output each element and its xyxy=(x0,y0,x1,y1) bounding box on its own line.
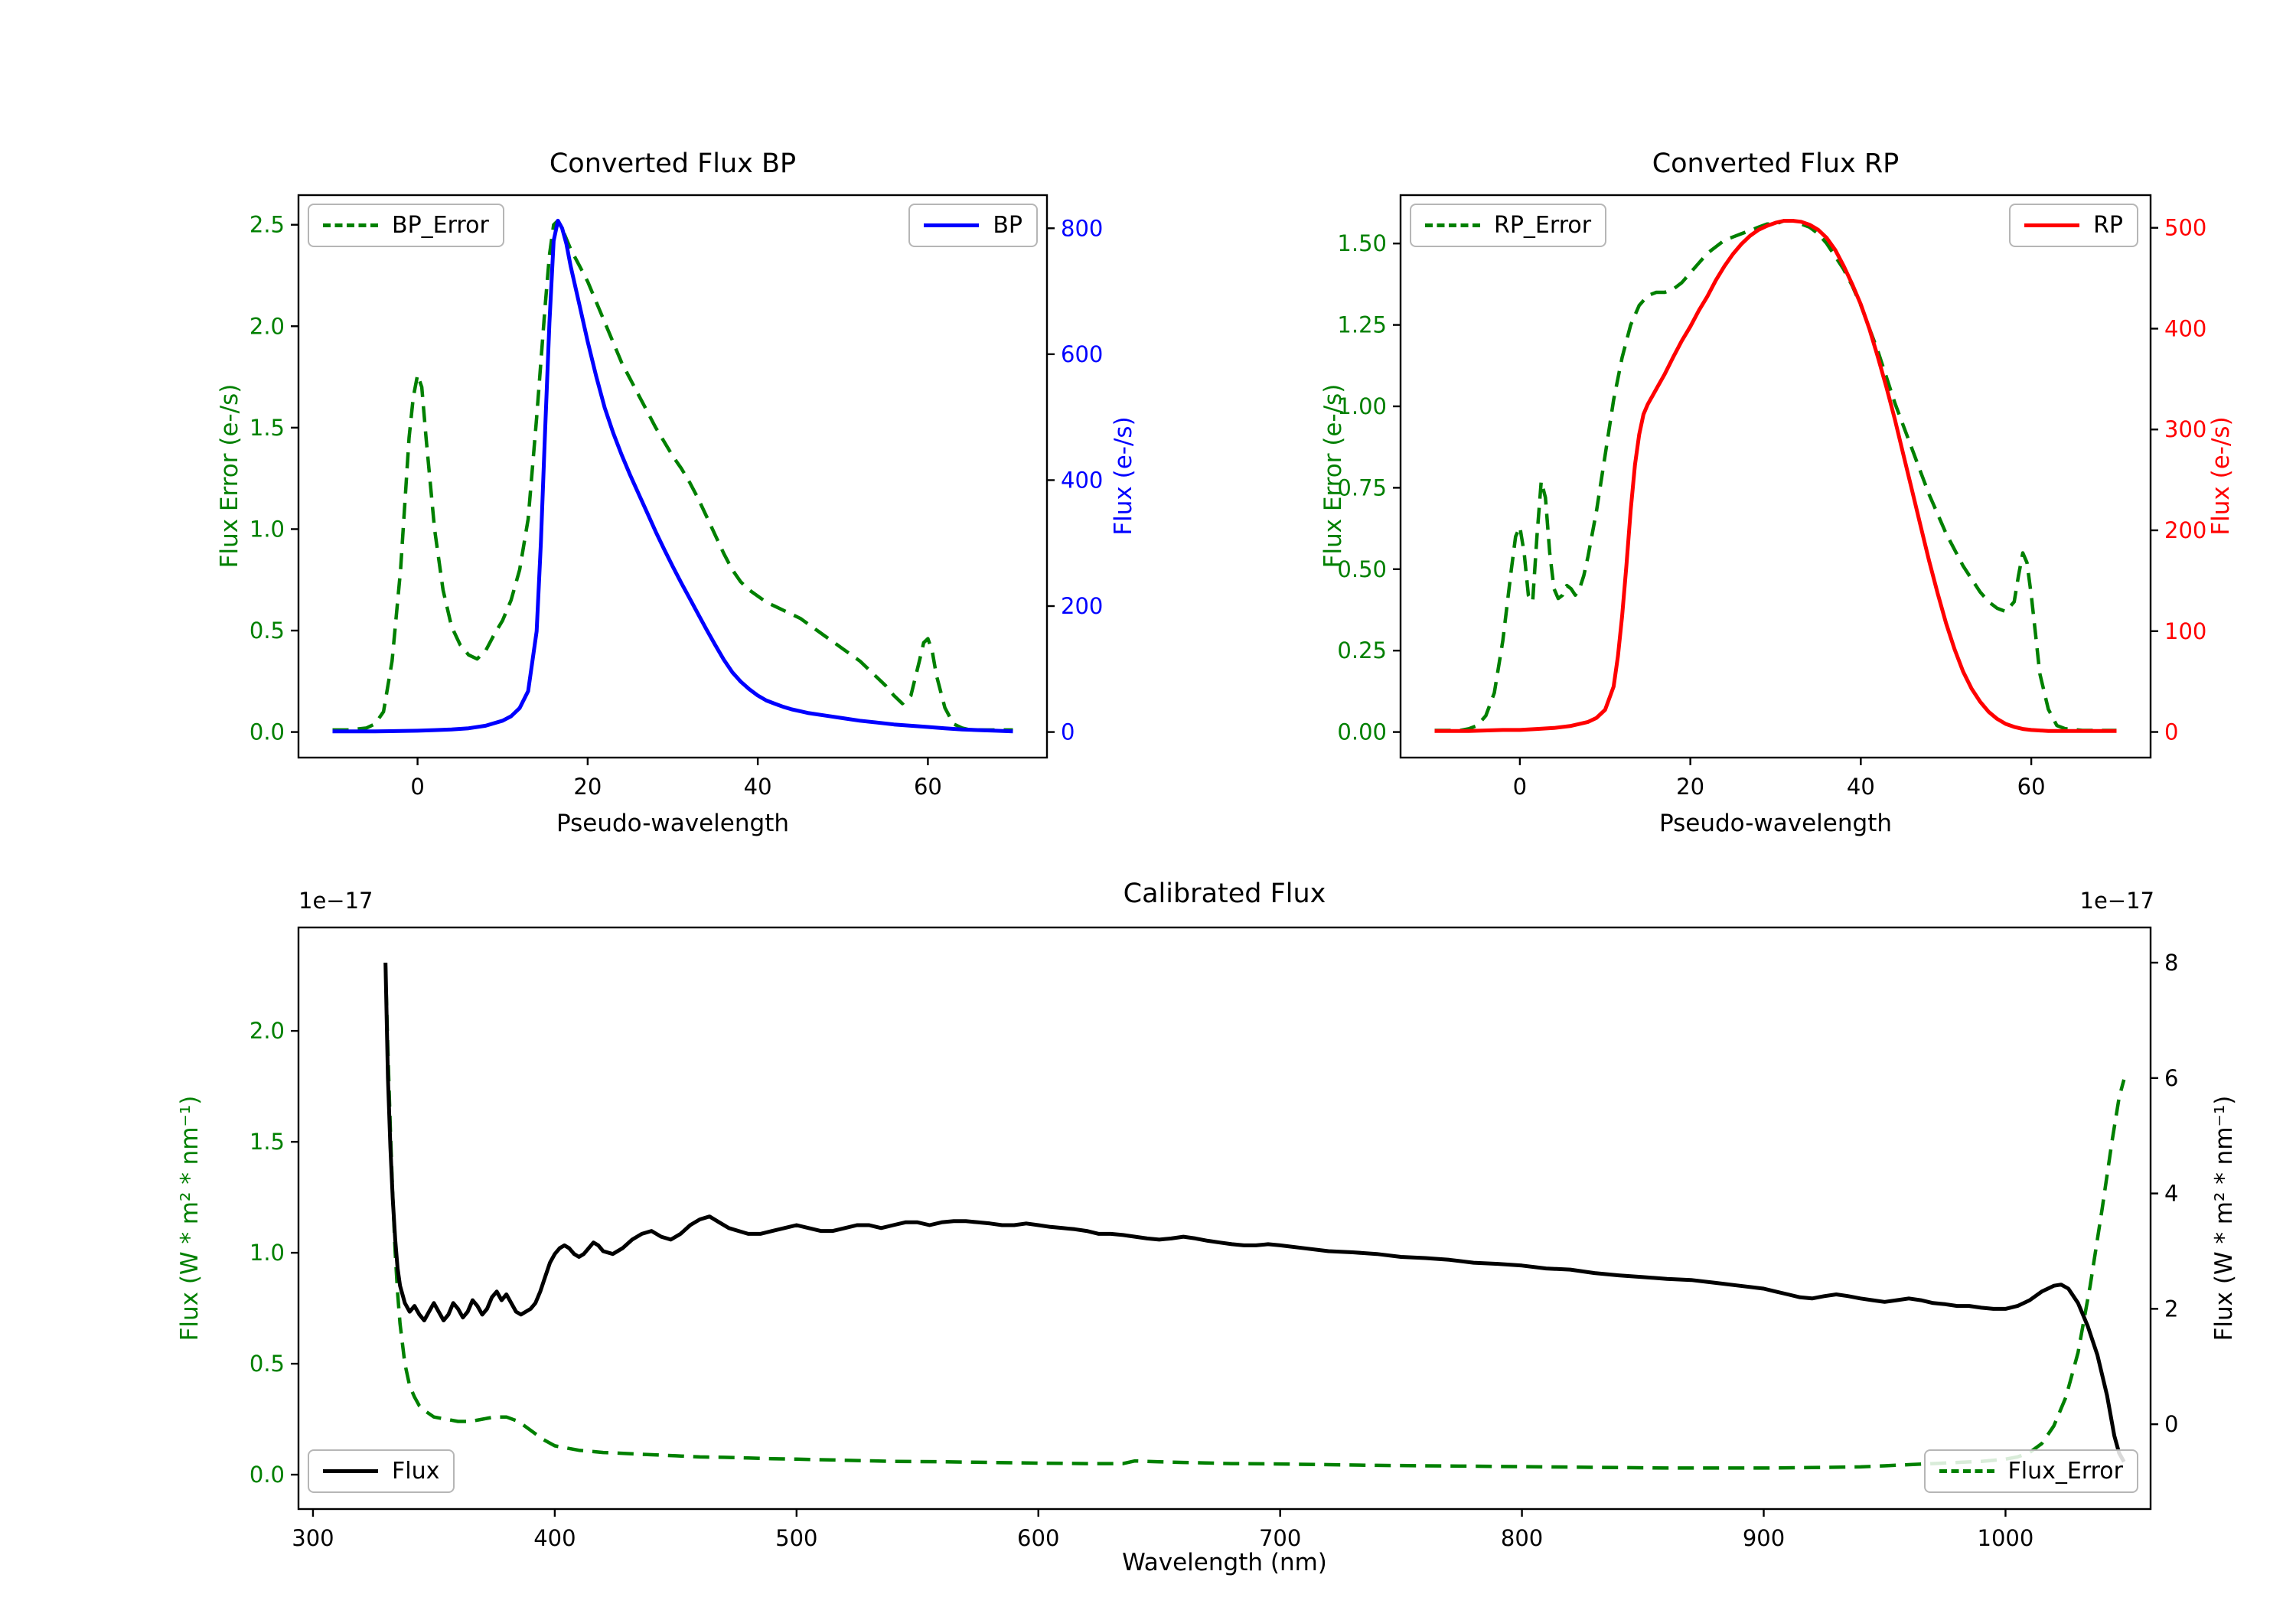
left-y-tick-label: 0.5 xyxy=(249,1351,285,1377)
calibrated-xaxis-label: Wavelength (nm) xyxy=(1122,1549,1327,1576)
right-y-tick-label: 0 xyxy=(2164,719,2178,745)
rp-legend: RP xyxy=(2009,204,2138,247)
rp-legend-line xyxy=(2024,223,2080,227)
x-tick-label: 0 xyxy=(410,774,424,800)
flux-error-legend-label: Flux_Error xyxy=(2007,1458,2123,1485)
left-y-tick-label: 1.50 xyxy=(1337,230,1387,256)
x-tick-label: 300 xyxy=(292,1525,334,1551)
bp-error-legend-line xyxy=(323,223,378,227)
rp-error-legend: RP_Error xyxy=(1410,204,1607,247)
right-y-tick-label: 800 xyxy=(1061,215,1103,241)
flux-error-legend: Flux_Error xyxy=(1923,1449,2138,1493)
chart-cal: 300 400 500 600 700 800 900 1000 0.0 0.5 1.0 1.5 2.0… xyxy=(249,926,2178,1551)
left-y-tick-label: 0.25 xyxy=(1337,637,1387,663)
x-tick-label: 800 xyxy=(1501,1525,1543,1551)
bp-right-yaxis-label: Flux (e-/s) xyxy=(1110,416,1137,536)
left-y-tick-label: 0.00 xyxy=(1337,719,1387,745)
x-tick-label: 0 xyxy=(1513,774,1527,800)
cal-flux-line xyxy=(383,962,2126,1463)
rp-rp_error-line xyxy=(1434,219,2117,732)
bp-left-yaxis-label: Flux Error (e-/s) xyxy=(216,383,243,569)
right-y-tick-label: 300 xyxy=(2164,416,2206,442)
rp-xaxis-label: Pseudo-wavelength xyxy=(1658,810,1892,837)
left-y-tick-label: 1.5 xyxy=(249,415,285,441)
right-y-tick-label: 4 xyxy=(2164,1181,2178,1207)
right-y-tick-label: 0 xyxy=(1061,719,1075,745)
x-tick-label: 500 xyxy=(775,1525,817,1551)
left-y-tick-label: 1.00 xyxy=(1337,393,1387,419)
bp-legend-label: BP xyxy=(993,212,1022,239)
left-y-tick-label: 0.5 xyxy=(249,618,285,644)
calibrated-left-yaxis-label: Flux (W * m² * nm⁻¹) xyxy=(176,1095,204,1341)
x-tick-label: 60 xyxy=(914,774,942,800)
right-y-tick-label: 6 xyxy=(2164,1065,2178,1091)
left-y-tick-label: 0.0 xyxy=(249,719,285,745)
right-y-tick-label: 500 xyxy=(2164,215,2206,241)
bp-bp-line xyxy=(332,218,1013,734)
rp-error-legend-line xyxy=(1425,223,1480,227)
bp-axes-frame xyxy=(297,194,1049,759)
flux-legend-line xyxy=(323,1469,378,1473)
x-tick-label: 20 xyxy=(573,774,602,800)
chart-rp: 0 20 40 60 0.00 0.25 0.50 0.75 1.00 1.25 1.50 0 100 2… xyxy=(1337,194,2206,800)
left-y-tick-label: 2.0 xyxy=(249,313,285,339)
rp-axes-frame xyxy=(1399,194,2152,759)
right-y-tick-label: 400 xyxy=(1061,467,1103,493)
left-y-tick-label: 2.0 xyxy=(249,1018,285,1044)
right-y-tick-label: 0 xyxy=(2164,1411,2178,1437)
cal-flux_error-line xyxy=(383,964,2126,1470)
x-tick-label: 1000 xyxy=(1978,1525,2034,1551)
x-tick-label: 600 xyxy=(1017,1525,1059,1551)
rp-chart-title: Converted Flux RP xyxy=(1652,148,1900,179)
left-y-tick-label: 0.50 xyxy=(1337,556,1387,582)
left-y-tick-label: 1.0 xyxy=(249,1240,285,1266)
flux-legend-label: Flux xyxy=(392,1458,440,1485)
left-y-tick-label: 0.75 xyxy=(1337,474,1387,500)
left-axis-offset-text: 1e−17 xyxy=(298,888,373,914)
right-axis-offset-text: 1e−17 xyxy=(2079,888,2155,914)
right-y-tick-label: 400 xyxy=(2164,315,2206,341)
right-y-tick-label: 100 xyxy=(2164,618,2206,644)
bp-legend-line xyxy=(924,223,980,227)
left-y-tick-label: 1.25 xyxy=(1337,312,1387,338)
left-y-tick-label: 1.5 xyxy=(249,1129,285,1155)
rp-right-yaxis-label: Flux (e-/s) xyxy=(2207,416,2235,536)
right-y-tick-label: 200 xyxy=(2164,517,2206,543)
left-y-tick-label: 2.5 xyxy=(249,212,285,238)
chart-bp: 0 20 40 60 0.0 0.5 1.0 1.5 2.0 2.5 0 200 400 600 800 xyxy=(249,194,1103,800)
cal-axes-frame xyxy=(297,926,2152,1511)
flux-error-legend-line xyxy=(1939,1469,1994,1473)
right-y-tick-label: 2 xyxy=(2164,1296,2178,1322)
bp-xaxis-label: Pseudo-wavelength xyxy=(556,810,789,837)
right-y-tick-label: 600 xyxy=(1061,341,1103,367)
calibrated-right-yaxis-label: Flux (W * m² * nm⁻¹) xyxy=(2210,1095,2238,1341)
bp-legend: BP xyxy=(908,204,1038,247)
left-y-tick-label: 1.0 xyxy=(249,516,285,542)
bp-error-legend: BP_Error xyxy=(308,204,504,247)
x-tick-label: 40 xyxy=(744,774,772,800)
x-tick-label: 40 xyxy=(1847,774,1875,800)
x-tick-label: 700 xyxy=(1259,1525,1301,1551)
rp-error-legend-label: RP_Error xyxy=(1494,212,1592,239)
rp-rp-line xyxy=(1434,219,2117,733)
bp-bp_error-line xyxy=(332,219,1013,732)
bp-error-legend-label: BP_Error xyxy=(392,212,489,239)
right-y-tick-label: 200 xyxy=(1061,593,1103,619)
flux-legend: Flux xyxy=(308,1449,455,1493)
x-tick-label: 60 xyxy=(2017,774,2046,800)
calibrated-chart-title: Calibrated Flux xyxy=(1123,878,1326,909)
left-y-tick-label: 0.0 xyxy=(249,1462,285,1488)
bp-chart-title: Converted Flux BP xyxy=(549,148,797,179)
x-tick-label: 20 xyxy=(1676,774,1704,800)
rp-legend-label: RP xyxy=(2093,212,2123,239)
rp-left-yaxis-label: Flux Error (e-/s) xyxy=(1319,383,1347,569)
x-tick-label: 900 xyxy=(1743,1525,1785,1551)
right-y-tick-label: 8 xyxy=(2164,950,2178,976)
x-tick-label: 400 xyxy=(533,1525,576,1551)
